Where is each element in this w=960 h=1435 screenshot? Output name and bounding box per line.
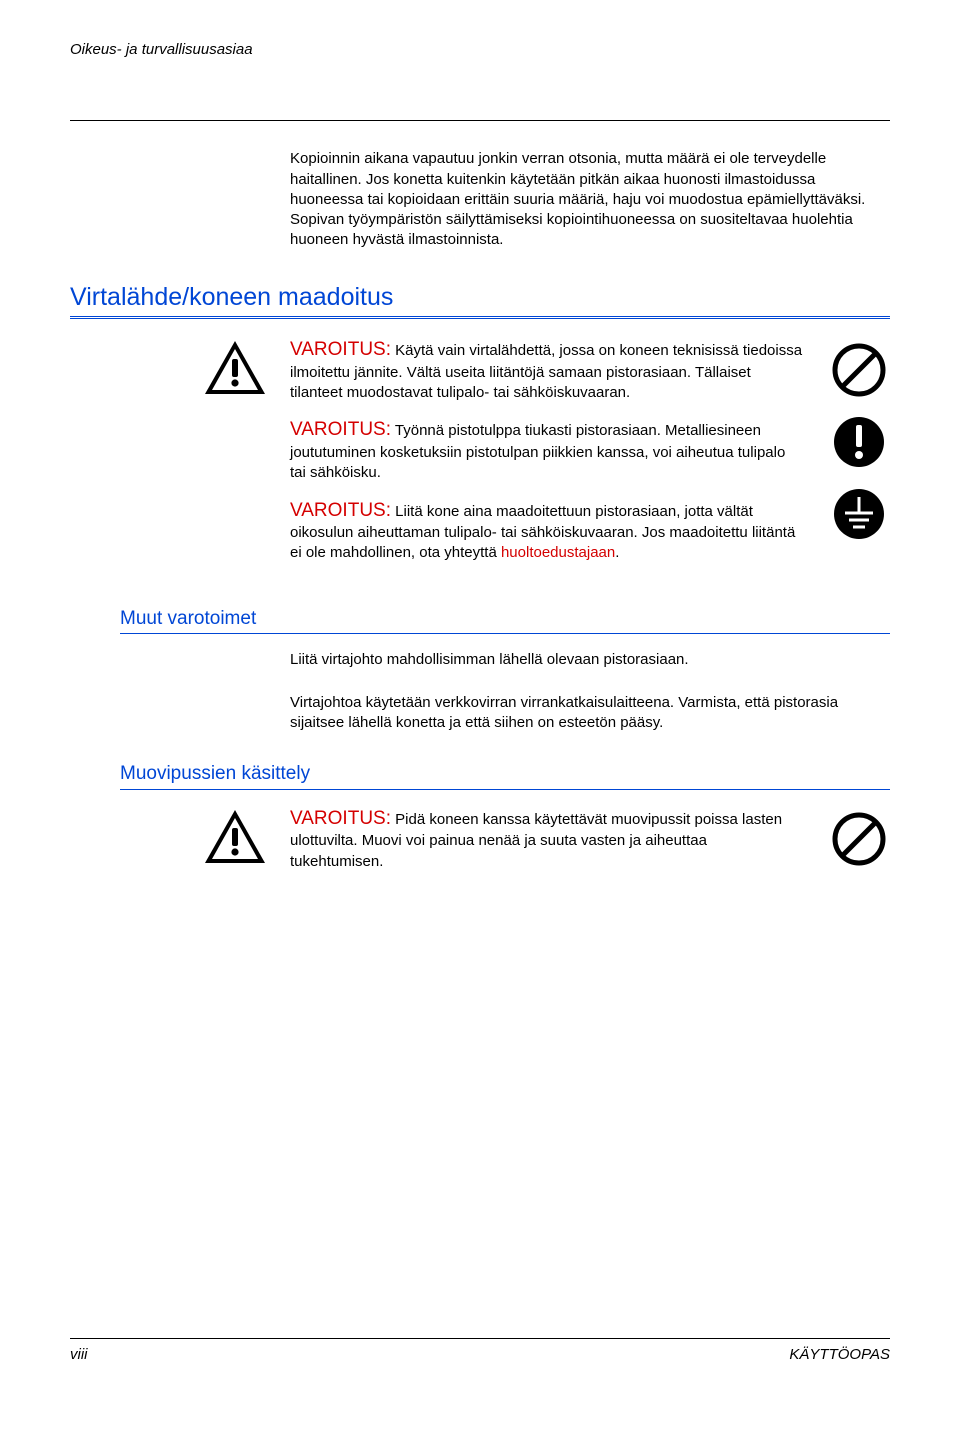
page-footer: viii KÄYTTÖOPAS bbox=[70, 1338, 890, 1365]
muut-para-1: Liitä virtajohto mahdollisimman lähellä … bbox=[290, 650, 890, 670]
warning-block-1: VAROITUS: Käytä vain virtalähdettä, joss… bbox=[290, 337, 808, 403]
subheading-muovi: Muovipussien käsittely bbox=[120, 761, 890, 787]
warning-lead-2: VAROITUS: bbox=[290, 419, 391, 440]
warning-block-2: VAROITUS: Työnnä pistotulppa tiukasti pi… bbox=[290, 417, 808, 483]
intro-paragraph: Kopioinnin aikana vapautuu jonkin verran… bbox=[290, 149, 890, 250]
subheading-rule-1 bbox=[120, 633, 890, 634]
running-header: Oikeus- ja turvallisuusasiaa bbox=[70, 40, 890, 60]
warning-aux-icons-2 bbox=[828, 806, 890, 866]
prohibit-icon-2 bbox=[832, 812, 886, 866]
warning-text-3c: . bbox=[615, 544, 619, 561]
ground-icon bbox=[832, 487, 886, 541]
warning-group-power: VAROITUS: Käytä vain virtalähdettä, joss… bbox=[200, 337, 890, 577]
section-heading-power: Virtalähde/koneen maadoitus bbox=[70, 281, 890, 315]
warning-group-bags: VAROITUS: Pidä koneen kanssa käytettävät… bbox=[200, 806, 890, 886]
warning-text-column-2: VAROITUS: Pidä koneen kanssa käytettävät… bbox=[290, 806, 808, 886]
warning-triangle-icon bbox=[200, 337, 270, 397]
warning-lead-4: VAROITUS: bbox=[290, 808, 391, 829]
warning-lead-3: VAROITUS: bbox=[290, 500, 391, 521]
prohibit-icon bbox=[832, 343, 886, 397]
warning-triangle-icon-2 bbox=[200, 806, 270, 866]
muut-para-2: Virtajohtoa käytetään verkkovirran virra… bbox=[290, 693, 890, 734]
section-rule bbox=[70, 316, 890, 319]
warning-aux-icons bbox=[828, 337, 890, 541]
footer-page-number: viii bbox=[70, 1345, 88, 1365]
warning-text-column: VAROITUS: Käytä vain virtalähdettä, joss… bbox=[290, 337, 808, 577]
footer-doc-title: KÄYTTÖOPAS bbox=[789, 1345, 890, 1365]
subheading-muut: Muut varotoimet bbox=[120, 606, 890, 632]
warning-text-3b: huoltoedustajaan bbox=[501, 544, 615, 561]
warning-lead-1: VAROITUS: bbox=[290, 339, 391, 360]
subheading-rule-2 bbox=[120, 789, 890, 790]
header-rule bbox=[70, 120, 890, 121]
footer-rule bbox=[70, 1338, 890, 1339]
warning-block-4: VAROITUS: Pidä koneen kanssa käytettävät… bbox=[290, 806, 808, 872]
warning-block-3: VAROITUS: Liitä kone aina maadoitettuun … bbox=[290, 498, 808, 564]
mandatory-exclamation-icon bbox=[832, 415, 886, 469]
